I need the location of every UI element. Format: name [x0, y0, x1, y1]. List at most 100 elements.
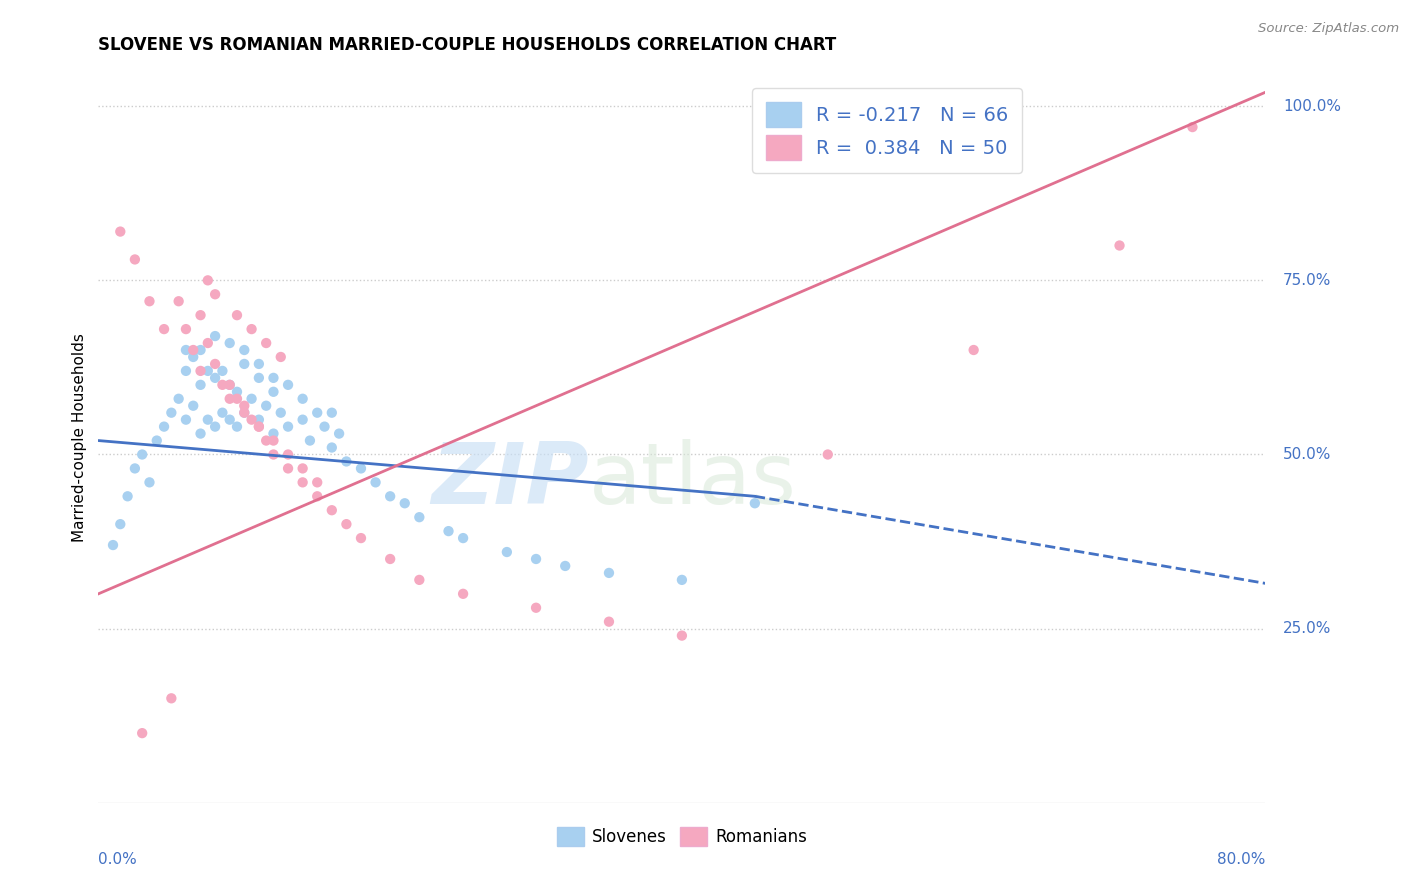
Point [598, 615, 620, 629]
Point [314, 419, 336, 434]
Point [554, 558, 576, 573]
Point [263, 384, 285, 399]
Point [138, 475, 160, 490]
Point [174, 412, 197, 426]
Point [335, 517, 357, 532]
Point [218, 412, 240, 426]
Point [247, 357, 270, 371]
Point [350, 531, 373, 545]
Point [124, 252, 146, 267]
Point [277, 448, 299, 462]
Point [181, 399, 204, 413]
Point [437, 524, 460, 538]
Point [524, 552, 547, 566]
Text: ZIP: ZIP [430, 440, 589, 523]
Point [277, 377, 299, 392]
Point [263, 434, 285, 448]
Point [240, 322, 263, 336]
Point [307, 475, 329, 490]
Point [131, 726, 153, 740]
Point [451, 587, 474, 601]
Point [744, 496, 766, 510]
Point [254, 434, 277, 448]
Point [233, 399, 256, 413]
Text: 50.0%: 50.0% [1282, 447, 1331, 462]
Point [394, 496, 416, 510]
Point [110, 225, 132, 239]
Point [197, 412, 219, 426]
Point [197, 364, 219, 378]
Text: 25.0%: 25.0% [1282, 621, 1331, 636]
Point [174, 343, 197, 357]
Point [218, 336, 240, 351]
Point [204, 419, 226, 434]
Point [233, 343, 256, 357]
Point [298, 434, 321, 448]
Point [181, 343, 204, 357]
Point [204, 287, 226, 301]
Point [254, 399, 277, 413]
Point [247, 412, 270, 426]
Text: atlas: atlas [589, 440, 797, 523]
Point [197, 336, 219, 351]
Point [291, 392, 314, 406]
Point [291, 412, 314, 426]
Point [321, 406, 343, 420]
Point [291, 475, 314, 490]
Point [364, 475, 387, 490]
Point [218, 377, 240, 392]
Point [233, 406, 256, 420]
Point [226, 384, 249, 399]
Text: Source: ZipAtlas.com: Source: ZipAtlas.com [1258, 22, 1399, 36]
Point [350, 461, 373, 475]
Point [307, 489, 329, 503]
Point [153, 322, 176, 336]
Point [146, 434, 169, 448]
Point [160, 406, 183, 420]
Point [380, 552, 402, 566]
Point [270, 406, 292, 420]
Text: 0.0%: 0.0% [98, 852, 138, 866]
Point [328, 426, 350, 441]
Point [291, 461, 314, 475]
Point [204, 329, 226, 343]
Point [190, 308, 212, 322]
Point [962, 343, 984, 357]
Point [218, 392, 240, 406]
Point [160, 691, 183, 706]
Point [124, 461, 146, 475]
Point [204, 371, 226, 385]
Point [598, 566, 620, 580]
Point [204, 357, 226, 371]
Point [277, 461, 299, 475]
Point [247, 419, 270, 434]
Point [671, 629, 693, 643]
Point [335, 454, 357, 468]
Text: 80.0%: 80.0% [1218, 852, 1265, 866]
Point [321, 503, 343, 517]
Point [110, 517, 132, 532]
Point [226, 392, 249, 406]
Point [218, 377, 240, 392]
Point [117, 489, 139, 503]
Point [233, 406, 256, 420]
Point [181, 350, 204, 364]
Point [524, 600, 547, 615]
Point [211, 364, 233, 378]
Y-axis label: Married-couple Households: Married-couple Households [72, 333, 87, 541]
Point [451, 531, 474, 545]
Point [131, 448, 153, 462]
Point [226, 308, 249, 322]
Point [1181, 120, 1204, 134]
Point [254, 336, 277, 351]
Point [671, 573, 693, 587]
Point [190, 343, 212, 357]
Point [101, 538, 124, 552]
Point [321, 441, 343, 455]
Point [817, 448, 839, 462]
Point [240, 392, 263, 406]
Text: 100.0%: 100.0% [1282, 99, 1341, 113]
Text: 75.0%: 75.0% [1282, 273, 1331, 288]
Point [167, 294, 190, 309]
Point [226, 419, 249, 434]
